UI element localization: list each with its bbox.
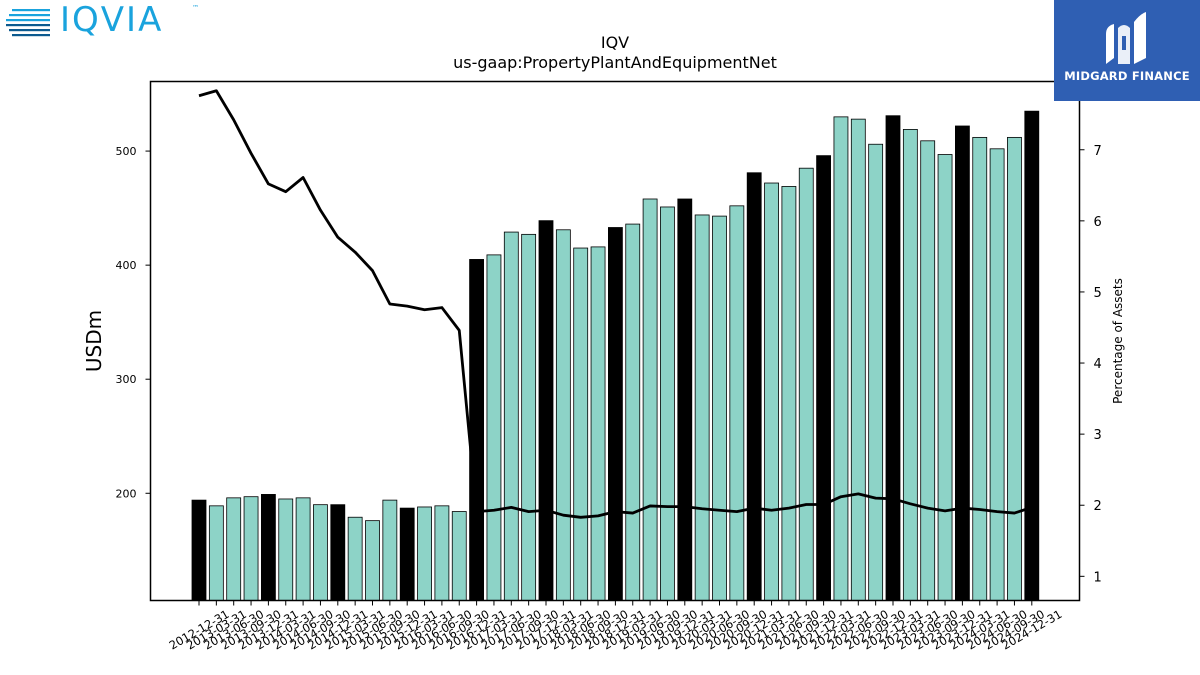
bar-2019-03-31 (625, 223, 641, 601)
midgard-wordmark: MIDGARD FINANCE (1064, 69, 1190, 83)
bar-2018-06-30 (573, 247, 589, 601)
bar-2020-03-31 (694, 214, 710, 601)
bar-2021-12-31 (816, 155, 831, 601)
y2-tick-label: 1 (1094, 570, 1102, 585)
bar-2019-09-30 (660, 206, 675, 601)
bar-2020-06-30 (712, 215, 727, 601)
bar-2017-09-30 (521, 233, 537, 601)
bar-2021-09-30 (798, 167, 814, 601)
bar-2014-12-31 (330, 504, 346, 601)
iqvia-wordmark: IQVIA (60, 0, 164, 40)
bar-2015-09-30 (382, 499, 398, 601)
y2-axis-label: Percentage of Assets (1111, 278, 1125, 404)
bar-2023-06-30 (920, 140, 936, 601)
iqvia-logo: IQVIA ™ (6, 0, 206, 40)
line-series (198, 89, 1033, 519)
bar-2017-03-31 (486, 254, 502, 601)
bar-2019-12-31 (677, 198, 693, 601)
bar-2013-03-31 (208, 505, 224, 601)
midgard-mark-icon (1106, 12, 1146, 64)
y2-tick-label: 3 (1094, 428, 1102, 443)
bar-2022-12-31 (885, 115, 901, 601)
chart-subtitle: us-gaap:PropertyPlantAndEquipmentNet (453, 53, 777, 72)
y2-tick-label: 4 (1094, 357, 1102, 372)
bar-2021-06-30 (781, 186, 797, 601)
y-tick-label: 400 (116, 259, 137, 272)
bar-2016-03-31 (417, 506, 432, 601)
bar-2013-06-30 (226, 497, 242, 601)
bar-2014-06-30 (295, 497, 311, 601)
bar-series (191, 110, 1040, 601)
right-axis: 1 2 3 4 5 6 7 (1079, 144, 1102, 585)
bar-2024-09-30 (1007, 136, 1022, 601)
y-tick-label: 200 (116, 487, 137, 500)
bar-2020-12-31 (746, 172, 762, 601)
bar-2018-09-30 (590, 246, 606, 601)
y2-tick-label: 5 (1094, 286, 1102, 301)
bar-2017-12-31 (538, 220, 554, 601)
iqvia-stripes-icon (6, 9, 50, 37)
bottom-axis: 2012-12-312013-03-312013-06-302013-09-30… (167, 600, 1064, 653)
y2-tick-label: 7 (1094, 144, 1102, 159)
y-tick-label: 300 (116, 373, 137, 386)
midgard-finance-logo: MIDGARD FINANCE (1054, 0, 1200, 101)
bar-2014-03-31 (278, 498, 294, 601)
bar-2023-09-30 (937, 154, 953, 601)
bar-2020-09-30 (729, 205, 745, 601)
bar-2024-06-30 (989, 148, 1005, 601)
bar-2024-12-31 (1024, 110, 1040, 601)
y-tick-label: 500 (116, 145, 137, 158)
y-axis-label: USDm (82, 310, 106, 372)
y2-tick-label: 6 (1094, 215, 1102, 230)
bar-2023-03-31 (902, 129, 918, 601)
bar-2023-12-31 (955, 125, 970, 601)
bar-2018-12-31 (608, 227, 623, 601)
bar-2022-03-31 (833, 116, 849, 601)
bar-2022-09-30 (868, 143, 884, 601)
bar-2014-09-30 (313, 504, 328, 601)
bar-2024-03-31 (972, 136, 988, 601)
bar-2016-06-30 (434, 505, 450, 601)
bar-2017-06-30 (503, 231, 519, 601)
line-percentage-of-assets (198, 89, 1033, 519)
bar-2016-09-30 (451, 511, 467, 601)
chart-title: IQV (601, 33, 629, 52)
y2-tick-label: 2 (1094, 499, 1102, 514)
bar-2015-12-31 (399, 507, 415, 601)
bar-2013-12-31 (260, 494, 276, 601)
bar-2018-03-31 (555, 229, 571, 601)
bar-2021-03-31 (764, 182, 779, 601)
bar-2022-06-30 (850, 118, 866, 601)
bar-2016-12-31 (469, 259, 485, 601)
bar-2019-06-30 (642, 198, 658, 601)
left-axis: 200 300 400 500 (116, 145, 151, 500)
bar-2012-12-31 (191, 499, 207, 601)
bar-2015-03-31 (347, 516, 363, 601)
bar-2013-09-30 (243, 496, 259, 601)
bar-2015-06-30 (365, 520, 380, 601)
iqvia-tm: ™ (192, 4, 199, 12)
